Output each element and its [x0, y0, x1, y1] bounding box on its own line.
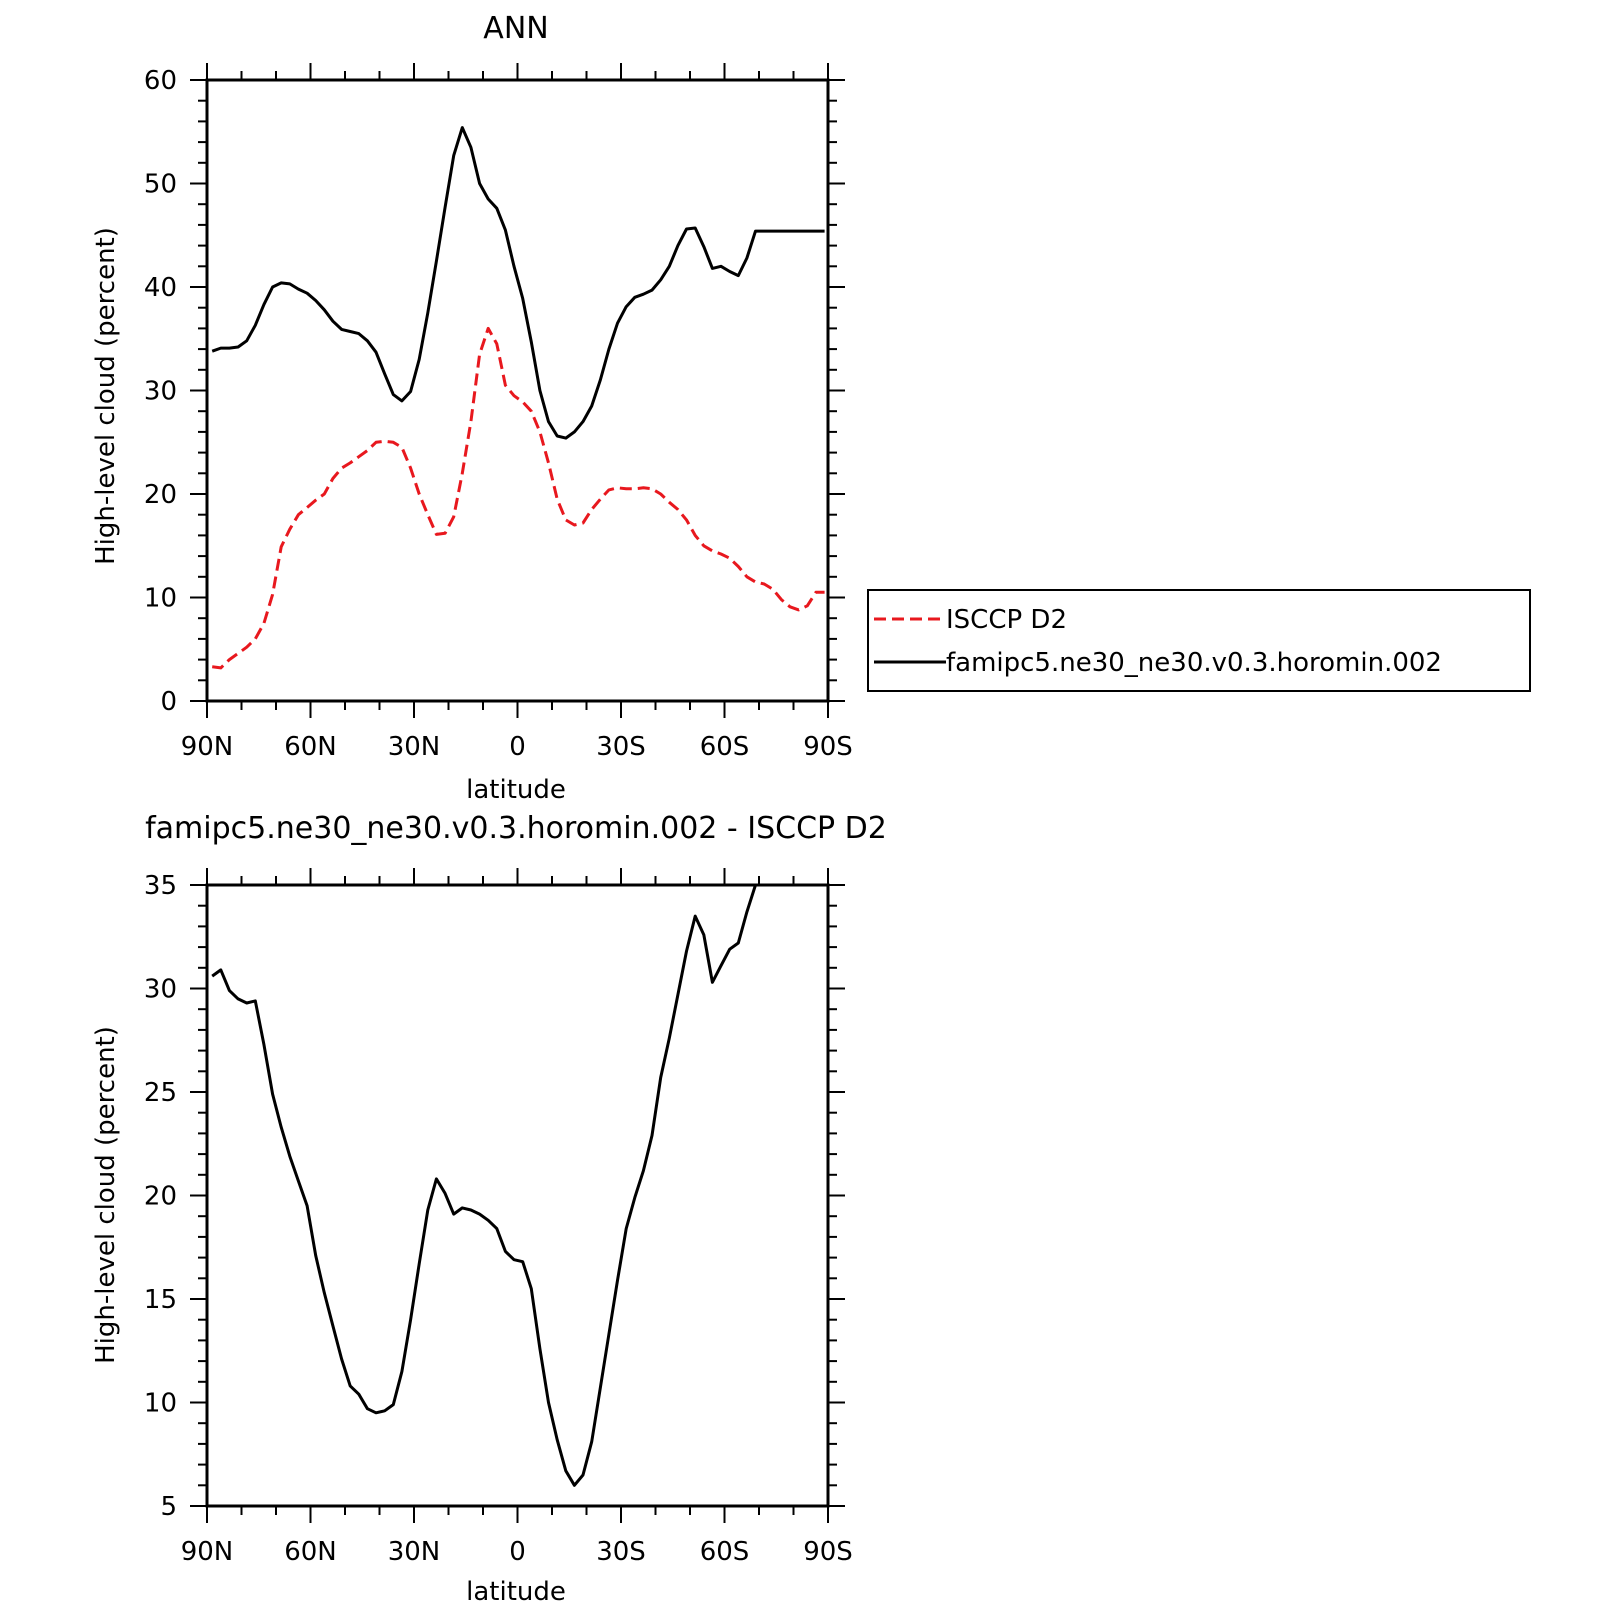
top-plot-frame: [205, 78, 830, 703]
y-tick-label: 60: [144, 66, 177, 96]
x-tick-label: 90S: [803, 1537, 853, 1567]
x-tick-label: 90N: [181, 1537, 234, 1567]
top-y-axis-label: High-level cloud (percent): [91, 227, 121, 565]
top-chart-title: ANN: [483, 11, 548, 46]
x-tick-label: 0: [509, 732, 526, 762]
x-tick-label: 30N: [388, 1537, 441, 1567]
legend-label-isccp: ISCCP D2: [946, 605, 1067, 635]
x-tick-label: 30N: [388, 732, 441, 762]
legend-box: [867, 589, 1531, 692]
bottom-panel: famipc5.ne30_ne30.v0.3.horomin.002 - ISC…: [91, 811, 887, 1607]
top-x-axis-label: latitude: [466, 775, 566, 805]
series-line-isccp-d2: [212, 326, 825, 670]
legend: ISCCP D2 famipc5.ne30_ne30.v0.3.horomin.…: [867, 589, 1531, 692]
y-tick-label: 50: [144, 170, 177, 200]
top-series-group: [211, 126, 825, 670]
legend-label-model: famipc5.ne30_ne30.v0.3.horomin.002: [946, 648, 1442, 678]
y-tick-label: 20: [144, 480, 177, 510]
x-tick-label: 0: [509, 1537, 526, 1567]
bottom-x-axis-label: latitude: [466, 1577, 566, 1607]
y-tick-label: 10: [144, 1389, 177, 1419]
x-tick-label: 60N: [284, 1537, 337, 1567]
x-tick-label: 60S: [700, 732, 750, 762]
x-tick-label: 30S: [596, 732, 646, 762]
x-tick-label: 30S: [596, 1537, 646, 1567]
y-tick-label: 25: [144, 1078, 177, 1108]
y-tick-label: 15: [144, 1285, 177, 1315]
y-tick-label: 10: [144, 584, 177, 614]
series-line-famipc5-ne30-ne30-v0-3-horomin-002: [211, 126, 825, 440]
series-line-difference: [211, 883, 825, 1487]
y-tick-label: 40: [144, 273, 177, 303]
x-tick-label: 60S: [700, 1537, 750, 1567]
y-tick-label: 30: [144, 975, 177, 1005]
y-tick-label: 35: [144, 871, 177, 901]
x-tick-label: 90N: [181, 732, 234, 762]
y-tick-label: 20: [144, 1182, 177, 1212]
x-tick-label: 90S: [803, 732, 853, 762]
top-panel: ANN High-level cloud (percent) latitude …: [91, 11, 853, 805]
y-tick-label: 5: [160, 1492, 177, 1522]
bottom-plot-frame: [205, 883, 830, 1508]
bottom-series-group: [211, 883, 825, 1487]
bottom-axis-ticks: 5 10 15 20 25 30 35 90N 60N 30N 0 30S 60S 90S: [144, 868, 853, 1567]
x-tick-label: 60N: [284, 732, 337, 762]
y-tick-label: 30: [144, 377, 177, 407]
bottom-chart-title: famipc5.ne30_ne30.v0.3.horomin.002 - ISC…: [145, 811, 887, 846]
bottom-y-axis-label: High-level cloud (percent): [91, 1026, 121, 1364]
y-tick-label: 0: [160, 687, 177, 717]
top-axis-ticks: 0 10 20 30 40 50 60 90N 60N 30N 0 30S 60S 90S: [144, 63, 853, 762]
